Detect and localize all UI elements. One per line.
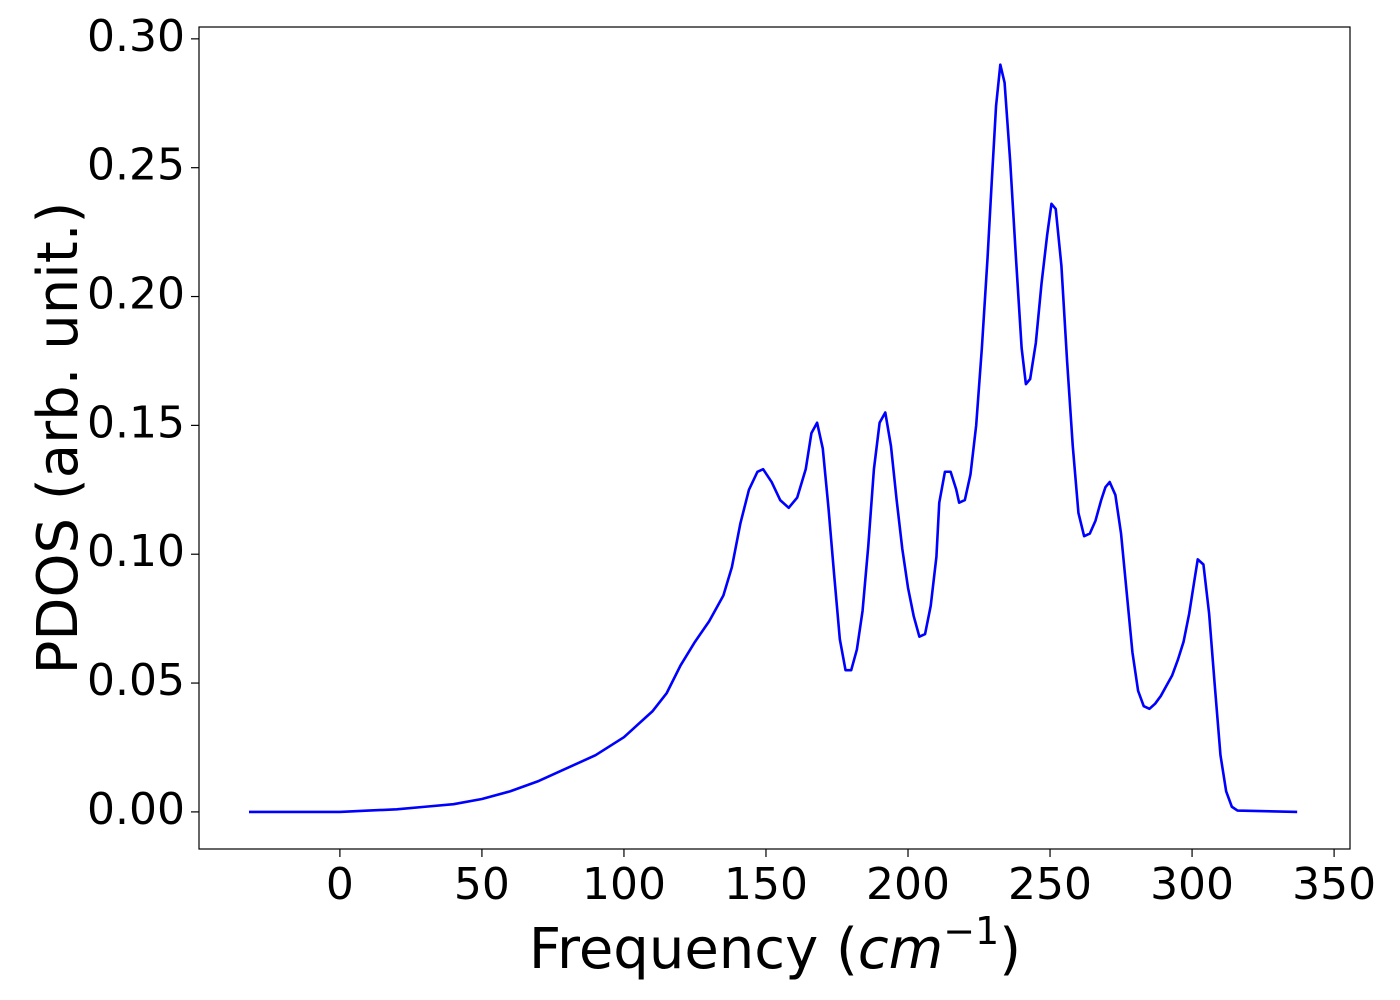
x-label-text: Frequency (	[529, 917, 858, 982]
plot-frame	[198, 26, 1351, 850]
x-label-exponent: −1	[943, 909, 999, 953]
line	[248, 63, 1298, 814]
y-tick-label: 0.05	[87, 655, 185, 706]
y-axis-label: PDOS (arb. unit.)	[26, 202, 91, 675]
y-tick-label: 0.25	[87, 140, 185, 191]
y-tick-label: 0.30	[87, 11, 185, 62]
x-tick-label: 150	[724, 859, 808, 910]
x-tick-label: 0	[326, 859, 354, 910]
x-tick-label: 200	[866, 859, 950, 910]
y-tick-label: 0.20	[87, 269, 185, 320]
x-label-text: )	[999, 917, 1021, 982]
y-tick-label: 0.00	[87, 784, 185, 835]
x-tick-label: 100	[582, 859, 666, 910]
y-tick-label: 0.15	[87, 397, 185, 448]
x-label-unit: cm	[858, 917, 943, 982]
x-tick-label: 50	[454, 859, 510, 910]
x-tick-label: 300	[1150, 859, 1234, 910]
x-axis-label: Frequency (cm−1)	[529, 909, 1021, 982]
y-tick-label: 0.10	[87, 526, 185, 577]
x-tick-label: 350	[1292, 859, 1376, 910]
x-tick-label: 250	[1008, 859, 1092, 910]
